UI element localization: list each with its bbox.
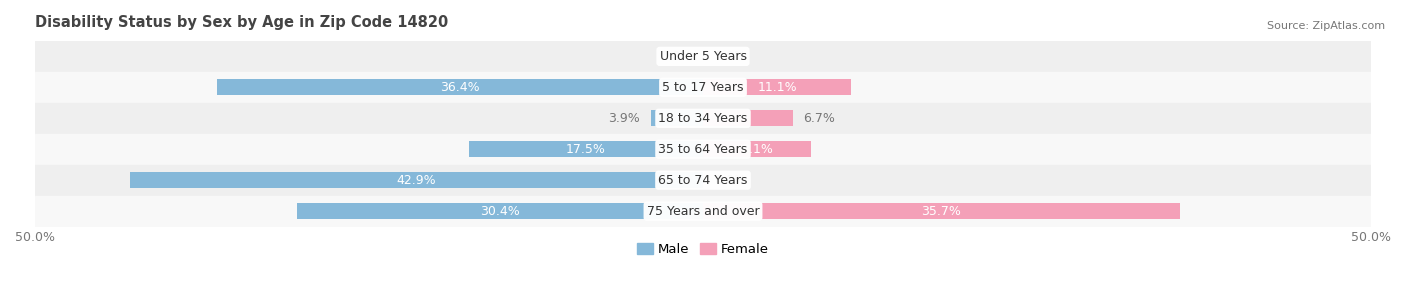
Text: 6.7%: 6.7% (803, 112, 835, 125)
Text: 8.1%: 8.1% (741, 143, 773, 156)
Bar (35, 103, 1371, 134)
Bar (35, 134, 1371, 165)
Legend: Male, Female: Male, Female (631, 237, 775, 261)
Text: 75 Years and over: 75 Years and over (647, 205, 759, 218)
Text: Source: ZipAtlas.com: Source: ZipAtlas.com (1267, 21, 1385, 31)
Bar (129, 172, 703, 188)
Text: 35.7%: 35.7% (921, 205, 962, 218)
Text: 11.1%: 11.1% (758, 81, 797, 94)
Bar (470, 141, 703, 157)
Bar (651, 110, 703, 126)
Text: 0.0%: 0.0% (714, 174, 745, 187)
Text: Disability Status by Sex by Age in Zip Code 14820: Disability Status by Sex by Age in Zip C… (35, 15, 449, 30)
Text: 65 to 74 Years: 65 to 74 Years (658, 174, 748, 187)
Bar (297, 203, 703, 219)
Bar (35, 72, 1371, 103)
Bar (217, 79, 703, 95)
Bar (703, 110, 793, 126)
Bar (35, 196, 1371, 227)
Text: 5 to 17 Years: 5 to 17 Years (662, 81, 744, 94)
Text: 18 to 34 Years: 18 to 34 Years (658, 112, 748, 125)
Bar (35, 41, 1371, 72)
Bar (35, 165, 1371, 196)
Text: Under 5 Years: Under 5 Years (659, 50, 747, 63)
Text: 3.9%: 3.9% (609, 112, 640, 125)
Text: 35 to 64 Years: 35 to 64 Years (658, 143, 748, 156)
Text: 42.9%: 42.9% (396, 174, 436, 187)
Bar (703, 79, 851, 95)
Text: 36.4%: 36.4% (440, 81, 479, 94)
Bar (703, 203, 1180, 219)
Text: 0.0%: 0.0% (714, 50, 745, 63)
Bar (703, 141, 811, 157)
Text: 30.4%: 30.4% (479, 205, 520, 218)
Text: 0.0%: 0.0% (661, 50, 692, 63)
Text: 17.5%: 17.5% (567, 143, 606, 156)
